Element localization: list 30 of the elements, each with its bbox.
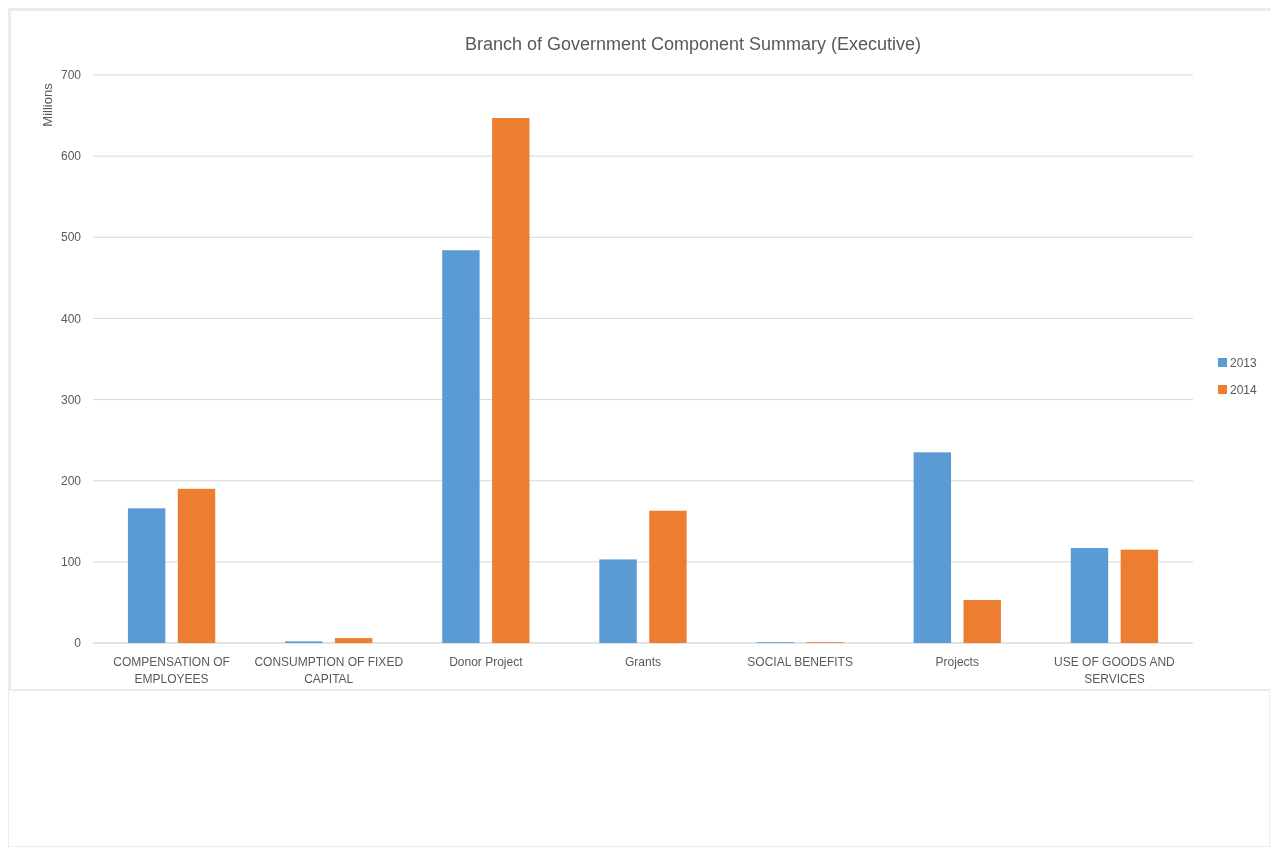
bar [1070,548,1109,643]
bar [649,510,687,643]
x-tick-label: Donor Project [449,655,524,669]
x-tick-label: COMPENSATION OF EMPLOYEES [113,655,230,686]
x-tick-label: Projects [935,655,979,669]
bar [334,638,373,643]
chart-title: Branch of Government Component Summary (Executive) [464,34,922,54]
y-tick-label: 400 [60,311,82,326]
y-axis-title: Millions [40,82,55,127]
y-tick-label: 600 [60,149,82,164]
legend-label: 2014 [1230,383,1258,398]
bar [177,488,216,643]
bar [913,452,952,643]
y-tick-label: 500 [60,230,82,245]
legend-label: 2013 [1230,356,1258,371]
bar [442,250,480,643]
bar [599,559,637,643]
bar [492,118,530,643]
y-tick-label: 100 [60,555,82,570]
x-tick-label: CONSUMPTION OF FIXED CAPITAL [254,655,404,686]
y-tick-label: 300 [60,392,82,407]
bar [127,508,166,643]
y-tick-label: 700 [60,68,82,83]
x-tick-label: Grants [624,655,662,669]
y-tick-label: 0 [74,636,82,651]
x-tick-label: SOCIAL BENEFITS [747,655,853,669]
y-tick-label: 200 [60,473,82,488]
bar [1120,549,1159,643]
bar [963,599,1001,643]
x-tick-label: USE OF GOODS AND SERVICES [1054,655,1176,686]
